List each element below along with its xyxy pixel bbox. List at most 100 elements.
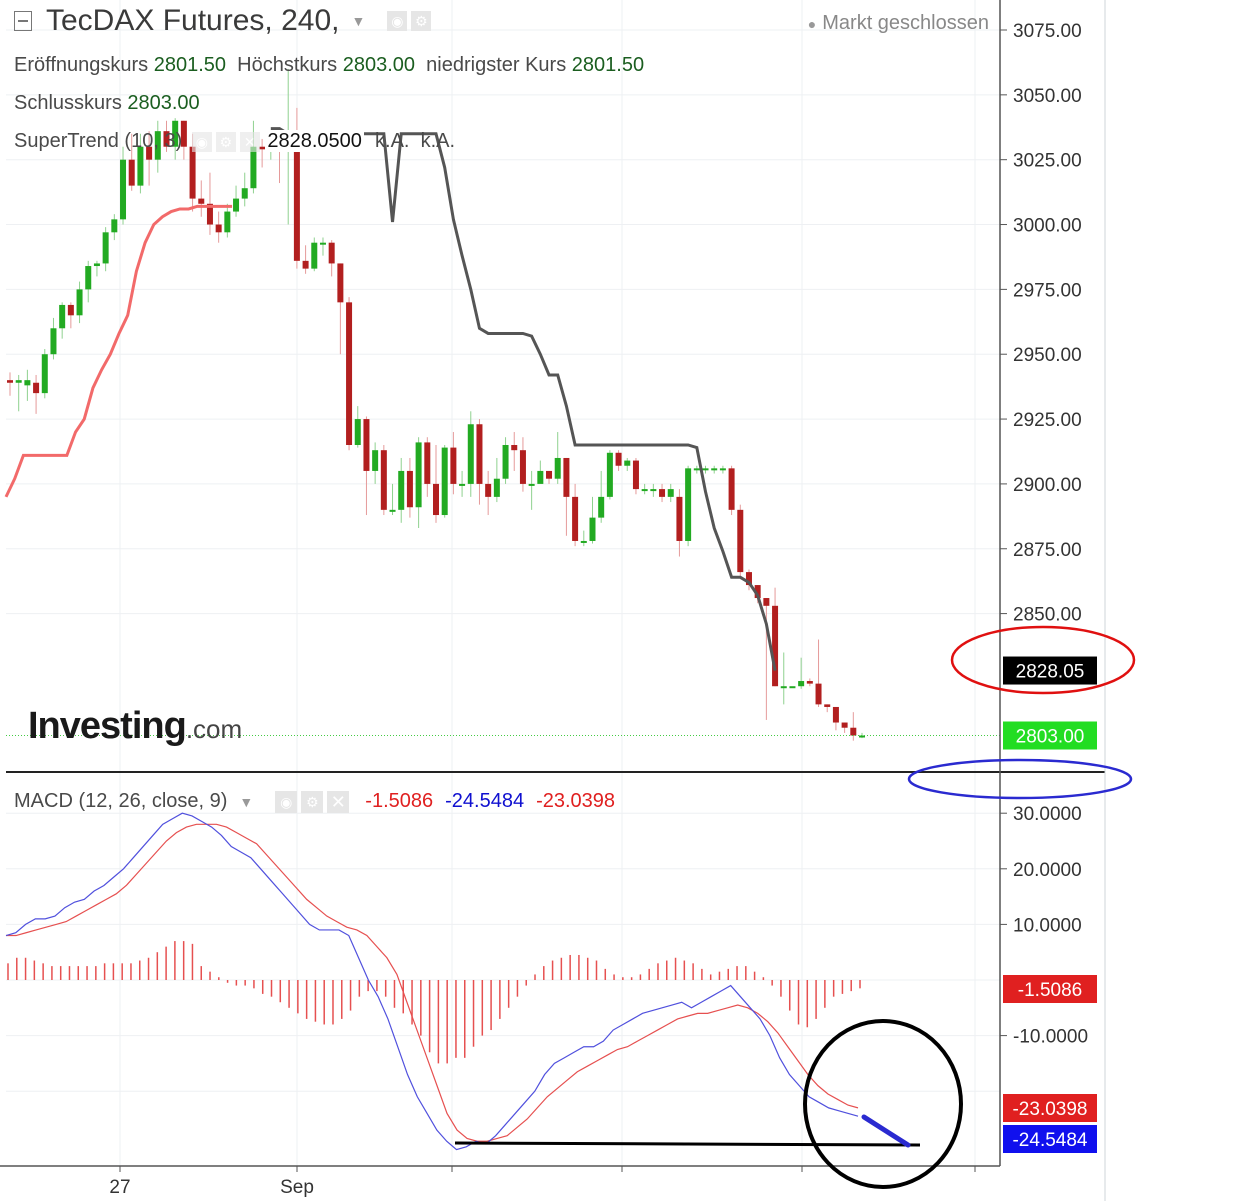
candle-body [233,198,240,212]
candle-body [589,517,596,541]
supertrend-na-1: k.A. [375,130,410,152]
market-status-text: Markt geschlossen [822,12,989,34]
candle-body [241,188,248,199]
candle-body [372,450,379,471]
high-label: Höchstkurs [237,54,338,76]
macd-value-tag-bg [1003,1125,1097,1153]
y-tick-label: 3000.00 [1013,216,1082,237]
candle-body [632,460,639,490]
macd-label: MACD (12, 26, close, 9) [14,790,228,812]
macd-line-value: -24.5484 [445,790,525,812]
chart-title: TecDAX Futures, 240, [46,4,340,37]
supertrend-line [4,127,1000,736]
eye-icon[interactable]: ◉ [387,11,408,31]
candle-body [824,704,831,707]
candle-body [450,447,457,484]
candle-body [441,447,448,516]
supertrend-label: SuperTrend (10, 3) [14,130,183,152]
signal-value-tag-bg [1003,1094,1097,1122]
candle-body [93,263,100,267]
candle-body [50,328,57,355]
price-candles [7,68,865,741]
candle-body [24,380,31,386]
hist-value-tag-bg [1003,975,1097,1003]
candle-body [163,131,170,147]
supertrend-value: 2828.0500 [265,130,364,152]
gear-icon[interactable]: ⚙ [411,11,432,31]
y-tick-label: -10.0000 [1013,1027,1088,1048]
candle-body [485,483,492,497]
candle-body [537,470,544,484]
candle-body [15,380,22,383]
market-status: ● Markt geschlossen [808,12,989,35]
candle-body [606,452,613,497]
eye-icon[interactable]: ◉ [191,132,212,152]
candle-body [215,224,222,233]
candle-body [850,727,857,736]
macd-legend: MACD (12, 26, close, 9) ▼ ◉ ⚙ ✕ -1.5086 … [14,790,615,813]
candle-body [737,509,744,573]
candle-body [137,146,144,186]
open-value: 2801.50 [153,54,227,76]
gear-icon[interactable]: ⚙ [215,132,236,152]
y-tick-label: 10.0000 [1013,915,1082,936]
candle-body [198,198,205,204]
candle-body [502,445,509,479]
y-tick-label: 3025.00 [1013,151,1082,172]
chevron-down-icon[interactable]: ▼ [351,13,366,29]
macd-signal-value: -23.0398 [536,790,616,812]
candle-body [859,735,865,738]
candle-body [667,489,674,497]
candle-body [745,572,752,586]
close-value: 2803.00 [127,92,200,114]
close-icon[interactable]: ✕ [239,132,260,152]
candle-body [328,242,335,264]
candle-body [302,260,309,269]
candle-body [154,131,161,160]
candle-body [354,419,361,445]
candle-body [476,424,483,484]
gear-icon[interactable]: ⚙ [301,790,324,813]
candle-body [693,468,700,471]
close-icon[interactable]: ✕ [327,790,350,813]
candle-body [598,496,605,518]
candle-body [459,483,466,486]
candle-body [641,489,648,492]
ohlc-line: Eröffnungskurs 2801.50 Höchstkurs 2803.0… [14,54,644,77]
candle-body [363,419,370,471]
y-tick-label: 20.0000 [1013,860,1082,881]
blue-ellipse [907,758,1133,800]
low-label: niedrigster Kurs [426,54,567,76]
candle-body [76,289,83,316]
candle-body [415,442,422,508]
candle-body [250,146,257,189]
candle-body [189,146,196,199]
y-tick-label: 2925.00 [1013,410,1082,431]
candle-body [102,232,109,264]
candle-body [685,468,692,541]
candle-body [293,133,300,261]
candle-body [650,489,657,492]
candle-body [711,468,718,471]
candle-body [806,681,813,684]
candle-body [580,540,587,543]
candle-body [59,304,66,329]
candle-body [702,468,709,471]
macd-hist-value: -1.5086 [365,790,434,812]
eye-icon[interactable]: ◉ [275,790,298,813]
candle-body [780,686,787,689]
open-label: Eröffnungskurs [14,54,149,76]
candle-body [841,722,848,728]
candle-body [493,478,500,497]
collapse-icon[interactable] [14,11,32,31]
candle-body [615,452,622,466]
chevron-down-icon[interactable]: ▼ [239,793,254,810]
candle-body [511,445,518,451]
investing-logo: Investing.com [28,705,243,747]
candle-body [346,302,353,445]
candle-body [572,496,579,541]
y-tick-label: 3050.00 [1013,86,1082,107]
close-line: Schlusskurs 2803.00 [14,92,200,115]
candle-body [728,468,735,510]
candle-body [624,460,631,466]
